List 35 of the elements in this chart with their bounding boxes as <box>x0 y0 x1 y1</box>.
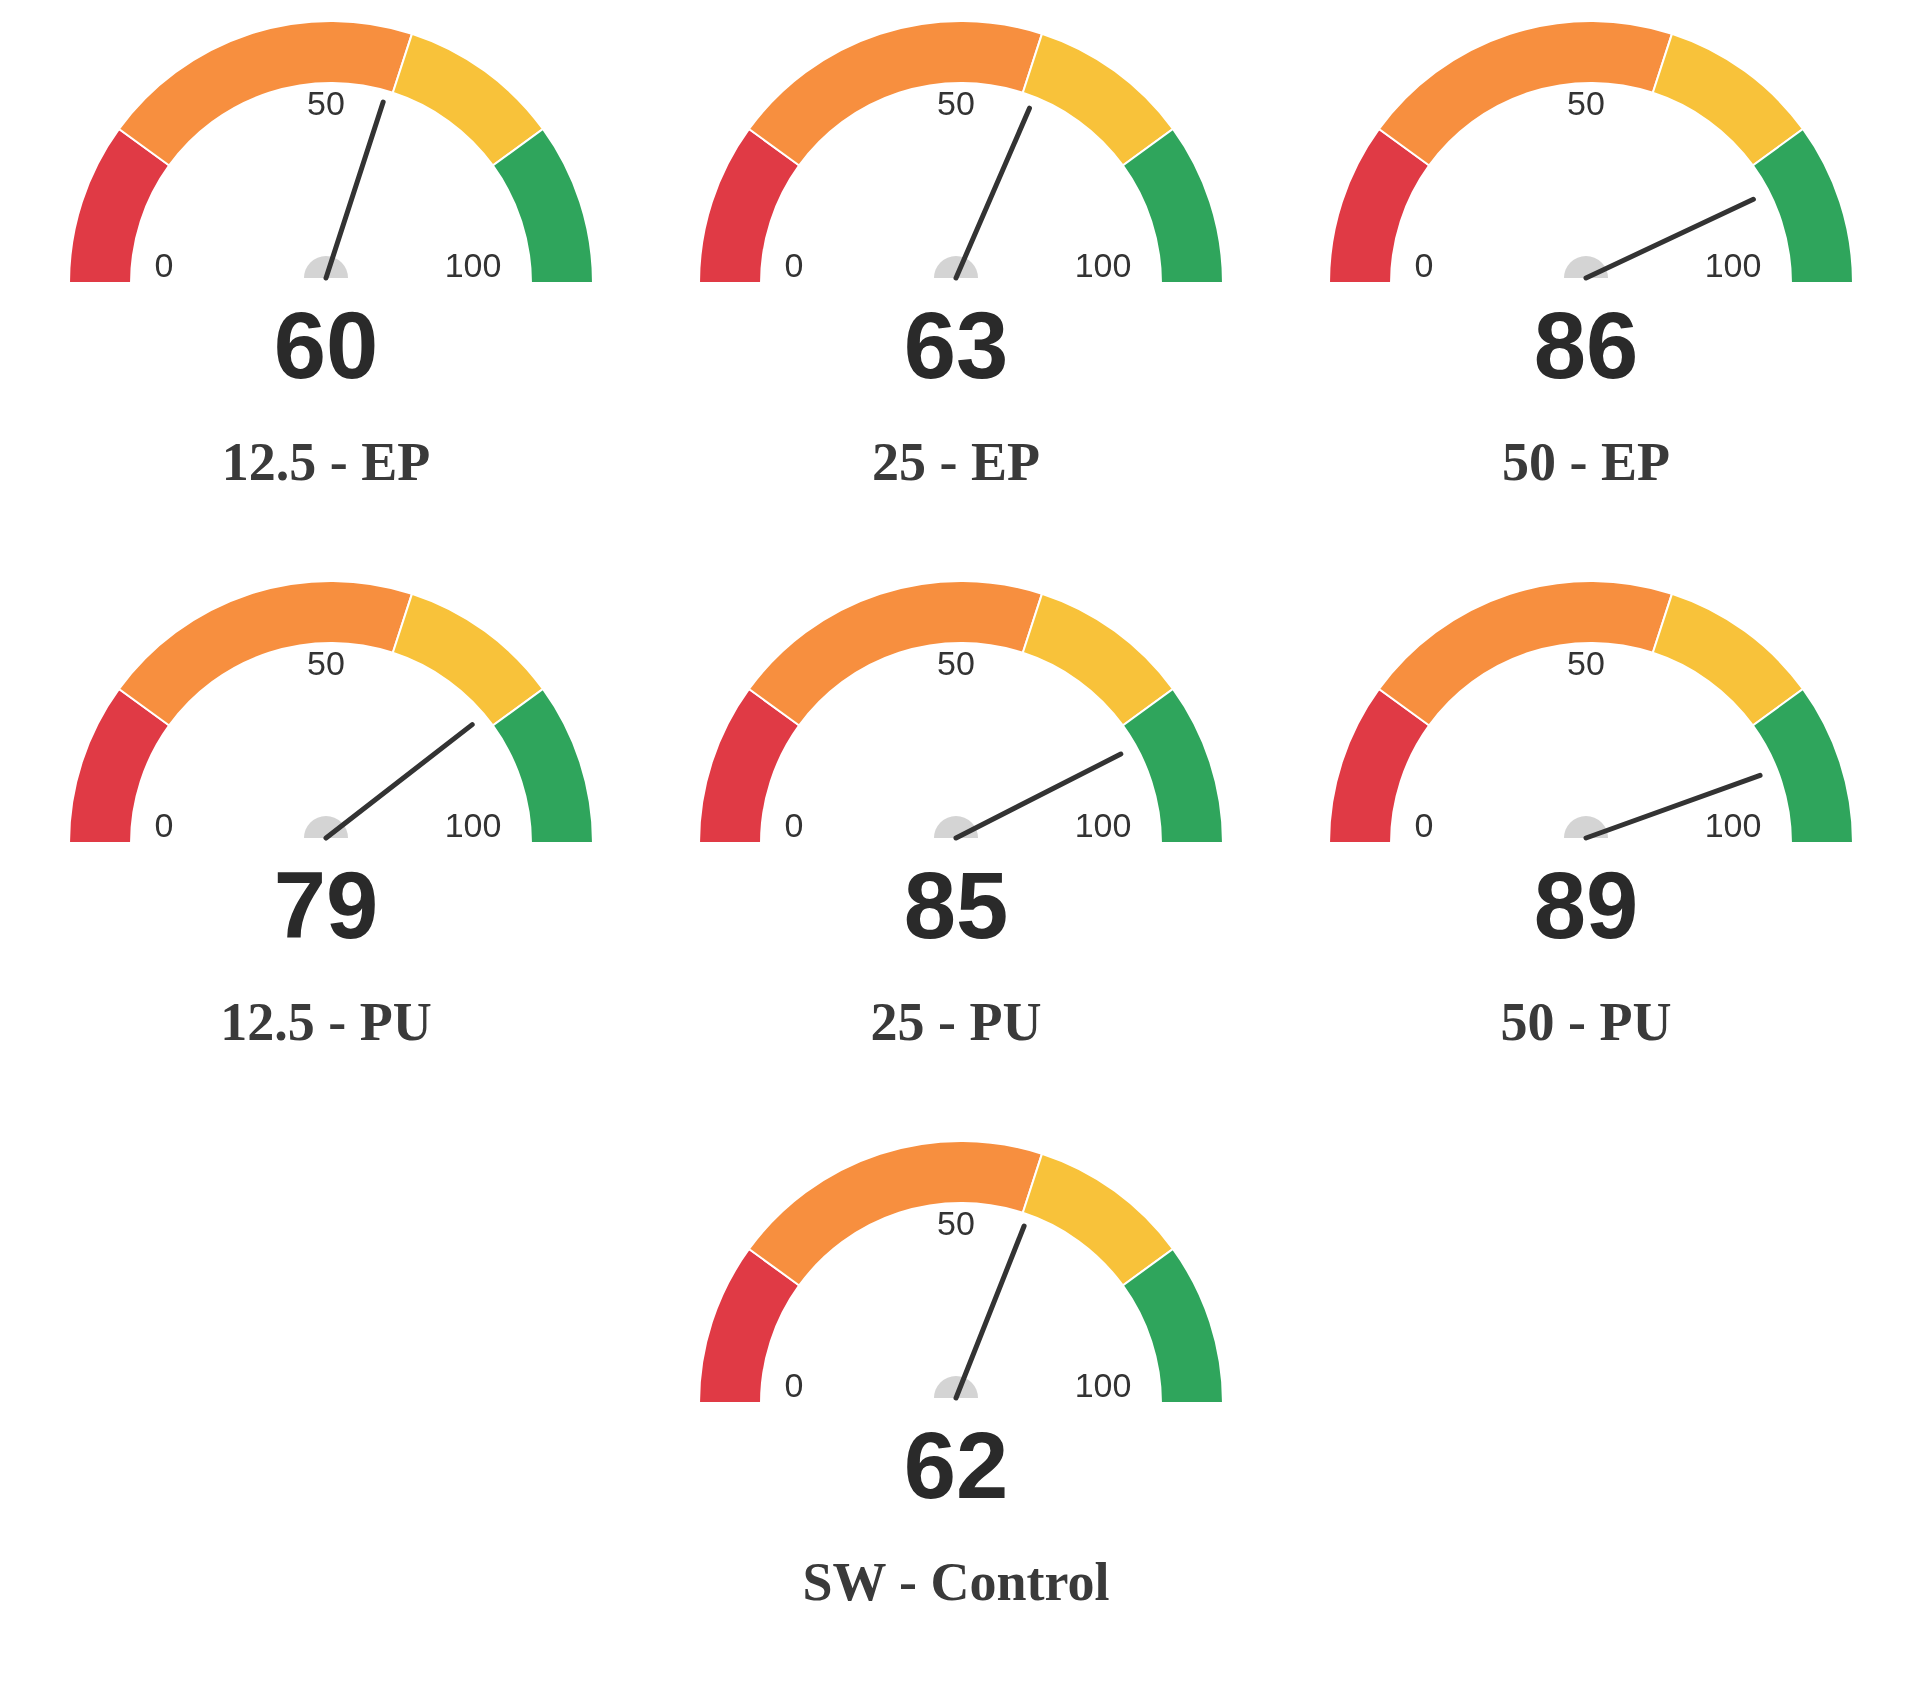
text: 86 <box>1533 292 1639 398</box>
text: 0 <box>784 1365 804 1404</box>
text: 12.5 - PU <box>220 992 432 1053</box>
text: 50 <box>937 1203 975 1242</box>
text: 50 <box>937 643 975 682</box>
text: 25 - PU <box>870 992 1042 1053</box>
text: 50 <box>937 83 975 122</box>
text: 0 <box>154 245 174 284</box>
text: 79 <box>273 852 379 958</box>
text: 100 <box>1074 245 1132 284</box>
text: 60 <box>273 292 379 398</box>
text: 50 <box>307 83 345 122</box>
text: 50 - PU <box>1500 992 1672 1053</box>
text: 0 <box>784 245 804 284</box>
text: 100 <box>444 245 502 284</box>
text: 63 <box>903 292 1009 398</box>
text: 0 <box>1414 245 1434 284</box>
text: 100 <box>1704 805 1762 844</box>
text: 62 <box>903 1412 1009 1518</box>
text: 0 <box>784 805 804 844</box>
text: 12.5 - EP <box>221 432 431 493</box>
text: 25 - EP <box>872 432 1040 493</box>
text: 50 <box>1567 83 1605 122</box>
text: 0 <box>1414 805 1434 844</box>
text: 50 <box>1567 643 1605 682</box>
text: 100 <box>1074 805 1132 844</box>
text: 89 <box>1533 852 1639 958</box>
text: 0 <box>154 805 174 844</box>
text: 100 <box>1074 1365 1132 1404</box>
text: 85 <box>903 852 1009 958</box>
text: SW - Control <box>802 1552 1110 1613</box>
text: 50 - EP <box>1502 432 1670 493</box>
text: 100 <box>1704 245 1762 284</box>
text: 50 <box>307 643 345 682</box>
text: 100 <box>444 805 502 844</box>
